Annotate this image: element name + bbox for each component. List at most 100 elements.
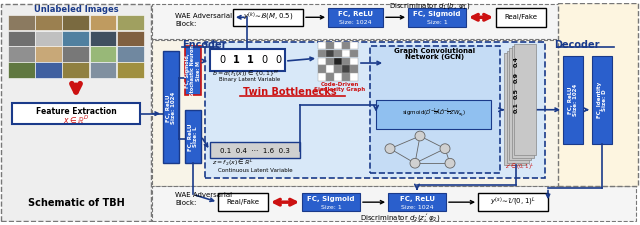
Bar: [563, 56, 583, 144]
Bar: [376, 100, 491, 129]
Bar: [318, 50, 326, 57]
Bar: [12, 103, 140, 124]
Bar: [334, 65, 342, 73]
Text: WAE Adversarial: WAE Adversarial: [175, 192, 232, 198]
Text: Network (GCN): Network (GCN): [405, 54, 465, 60]
Text: Schematic of TBH: Schematic of TBH: [28, 198, 124, 208]
Bar: [592, 56, 612, 144]
Text: $y^{(s)}\!\sim\!\mathcal{U}(0,1)^L$: $y^{(s)}\!\sim\!\mathcal{U}(0,1)^L$: [490, 196, 536, 208]
Text: $x \in \mathbb{R}^D$: $x \in \mathbb{R}^D$: [63, 113, 89, 126]
Text: 1: 1: [232, 55, 239, 65]
Bar: [558, 3, 638, 186]
Bar: [302, 194, 360, 211]
Text: Size: 1: Size: 1: [321, 205, 341, 209]
Bar: [318, 73, 326, 81]
Text: $y^{(k)}\!\sim\!\mathcal{B}(M,0.5)$: $y^{(k)}\!\sim\!\mathcal{B}(M,0.5)$: [243, 11, 293, 23]
Circle shape: [410, 158, 420, 168]
Text: Unlabeled Images: Unlabeled Images: [34, 5, 118, 14]
Bar: [318, 58, 326, 65]
Text: Code-Driven: Code-Driven: [321, 82, 359, 87]
Bar: [152, 186, 636, 221]
Text: $z'\in(0,1)^L$: $z'\in(0,1)^L$: [506, 162, 534, 172]
Bar: [8, 31, 35, 46]
Bar: [163, 51, 179, 163]
Bar: [185, 47, 201, 95]
Text: 0: 0: [275, 55, 281, 65]
Text: Real/Fake: Real/Fake: [504, 14, 538, 20]
Bar: [116, 62, 143, 78]
Bar: [205, 42, 545, 178]
Text: 0: 0: [261, 55, 267, 65]
Bar: [318, 65, 326, 73]
Text: Size: 1024: Size: 1024: [401, 205, 433, 209]
Text: 0: 0: [219, 55, 225, 65]
Text: Twin Bottlenecks: Twin Bottlenecks: [243, 87, 337, 97]
Bar: [326, 50, 333, 57]
Text: FC, ReLU: FC, ReLU: [337, 11, 372, 17]
Bar: [90, 62, 116, 78]
Text: Block:: Block:: [175, 21, 196, 27]
Bar: [350, 65, 358, 73]
Text: Decoder: Decoder: [554, 40, 600, 50]
Bar: [63, 47, 89, 62]
Bar: [370, 47, 500, 173]
Bar: [509, 48, 531, 160]
Bar: [8, 15, 35, 30]
Bar: [8, 47, 35, 62]
Bar: [326, 42, 333, 50]
Bar: [506, 51, 529, 163]
Bar: [90, 31, 116, 46]
Bar: [342, 65, 349, 73]
Bar: [1, 4, 151, 221]
Text: WAE Adversarial: WAE Adversarial: [175, 13, 232, 19]
Bar: [504, 53, 526, 165]
Text: Discriminator $d_1(b;\,\varphi_1)$: Discriminator $d_1(b;\,\varphi_1)$: [389, 1, 470, 11]
Bar: [63, 15, 89, 30]
Bar: [210, 142, 300, 158]
Text: Size: 1024: Size: 1024: [339, 20, 371, 25]
Bar: [233, 9, 303, 26]
Text: Real/Fake: Real/Fake: [227, 199, 259, 205]
Bar: [218, 194, 268, 211]
Bar: [342, 42, 349, 50]
Text: FC, Sigmoid,
Stochastic Neuron
Size: M: FC, Sigmoid, Stochastic Neuron Size: M: [185, 45, 202, 96]
Bar: [210, 50, 285, 71]
Text: FC, Sigmoid: FC, Sigmoid: [307, 196, 355, 202]
Text: FC, ReLU: FC, ReLU: [399, 196, 435, 202]
Bar: [152, 40, 636, 186]
Bar: [63, 62, 89, 78]
Text: Size: 1: Size: 1: [427, 20, 447, 25]
Text: 0.4: 0.4: [513, 56, 518, 67]
Text: Similarity Graph: Similarity Graph: [314, 87, 365, 92]
Bar: [514, 44, 536, 155]
Bar: [63, 31, 89, 46]
Bar: [90, 15, 116, 30]
Text: 0.9: 0.9: [513, 72, 518, 83]
Text: $b=\alpha(f_1(x))\in\{0,1\}^M$: $b=\alpha(f_1(x))\in\{0,1\}^M$: [212, 69, 279, 79]
Text: FC, ReLU
Size: 1024: FC, ReLU Size: 1024: [166, 92, 177, 124]
Text: 1: 1: [246, 55, 253, 65]
Circle shape: [385, 144, 395, 153]
Bar: [116, 47, 143, 62]
Bar: [116, 31, 143, 46]
Bar: [342, 58, 349, 65]
Text: Feature Extraction: Feature Extraction: [36, 107, 116, 116]
Text: 0.1  0.4  ⋯  1.6  0.3: 0.1 0.4 ⋯ 1.6 0.3: [220, 148, 290, 154]
Text: 0.5: 0.5: [513, 88, 518, 99]
Text: $\mathrm{sigmoid}(\hat{D}^{-\frac{1}{2}}\hat{A}\hat{D}^{-\frac{1}{2}}ZW_{a_k})$: $\mathrm{sigmoid}(\hat{D}^{-\frac{1}{2}}…: [402, 107, 466, 120]
Bar: [334, 42, 342, 50]
Bar: [350, 42, 358, 50]
Text: FC, Sigmoid: FC, Sigmoid: [413, 11, 461, 17]
Bar: [35, 47, 62, 62]
Text: Encoder: Encoder: [182, 40, 227, 50]
Bar: [8, 62, 35, 78]
Bar: [152, 4, 636, 39]
Text: 0.1: 0.1: [513, 102, 518, 113]
Circle shape: [415, 131, 425, 141]
Text: $z=f_2(x)\in\mathbb{R}^L$: $z=f_2(x)\in\mathbb{R}^L$: [212, 158, 253, 168]
Bar: [35, 31, 62, 46]
Bar: [408, 8, 466, 27]
Bar: [90, 47, 116, 62]
Bar: [326, 58, 333, 65]
Bar: [478, 194, 548, 211]
